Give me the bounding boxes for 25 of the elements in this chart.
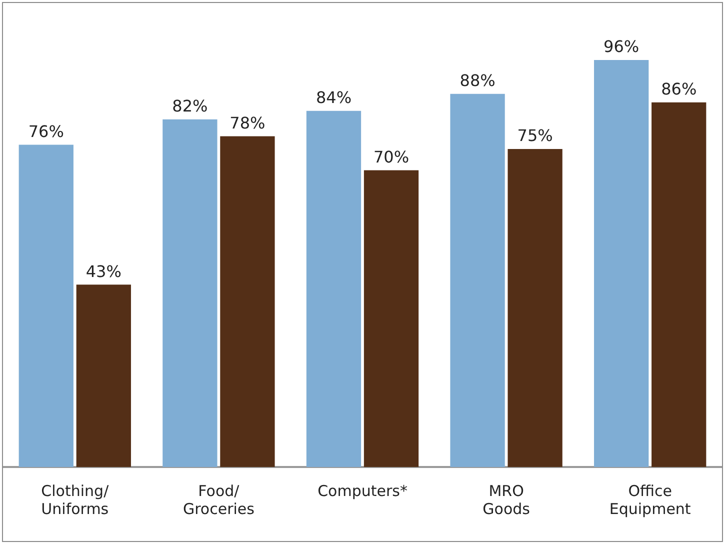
data-label: 82%	[172, 96, 208, 116]
bar	[364, 170, 419, 467]
bar	[652, 102, 706, 467]
bar	[76, 284, 131, 467]
data-label: 76%	[28, 122, 64, 141]
data-label: 78%	[230, 113, 266, 132]
data-label: 96%	[604, 37, 640, 56]
x-tick-label: Clothing/ Uniforms	[41, 482, 110, 518]
x-tick-label: MRO Goods	[482, 482, 530, 518]
x-tick-label: Food/ Groceries	[182, 482, 255, 518]
x-tick-label: Office Equipment	[609, 482, 691, 518]
data-label: 70%	[373, 147, 410, 166]
bar	[220, 136, 275, 467]
data-label: 43%	[86, 262, 122, 281]
bar	[162, 119, 218, 467]
bar	[594, 60, 649, 467]
x-tick-label: Computers*	[318, 482, 408, 500]
data-label: 75%	[517, 126, 553, 146]
bar	[18, 144, 74, 467]
bar	[508, 149, 562, 467]
data-label: 84%	[316, 88, 352, 107]
bar	[450, 94, 505, 467]
data-label: 86%	[661, 80, 697, 99]
data-label: 88%	[460, 71, 496, 90]
bar	[306, 110, 362, 467]
